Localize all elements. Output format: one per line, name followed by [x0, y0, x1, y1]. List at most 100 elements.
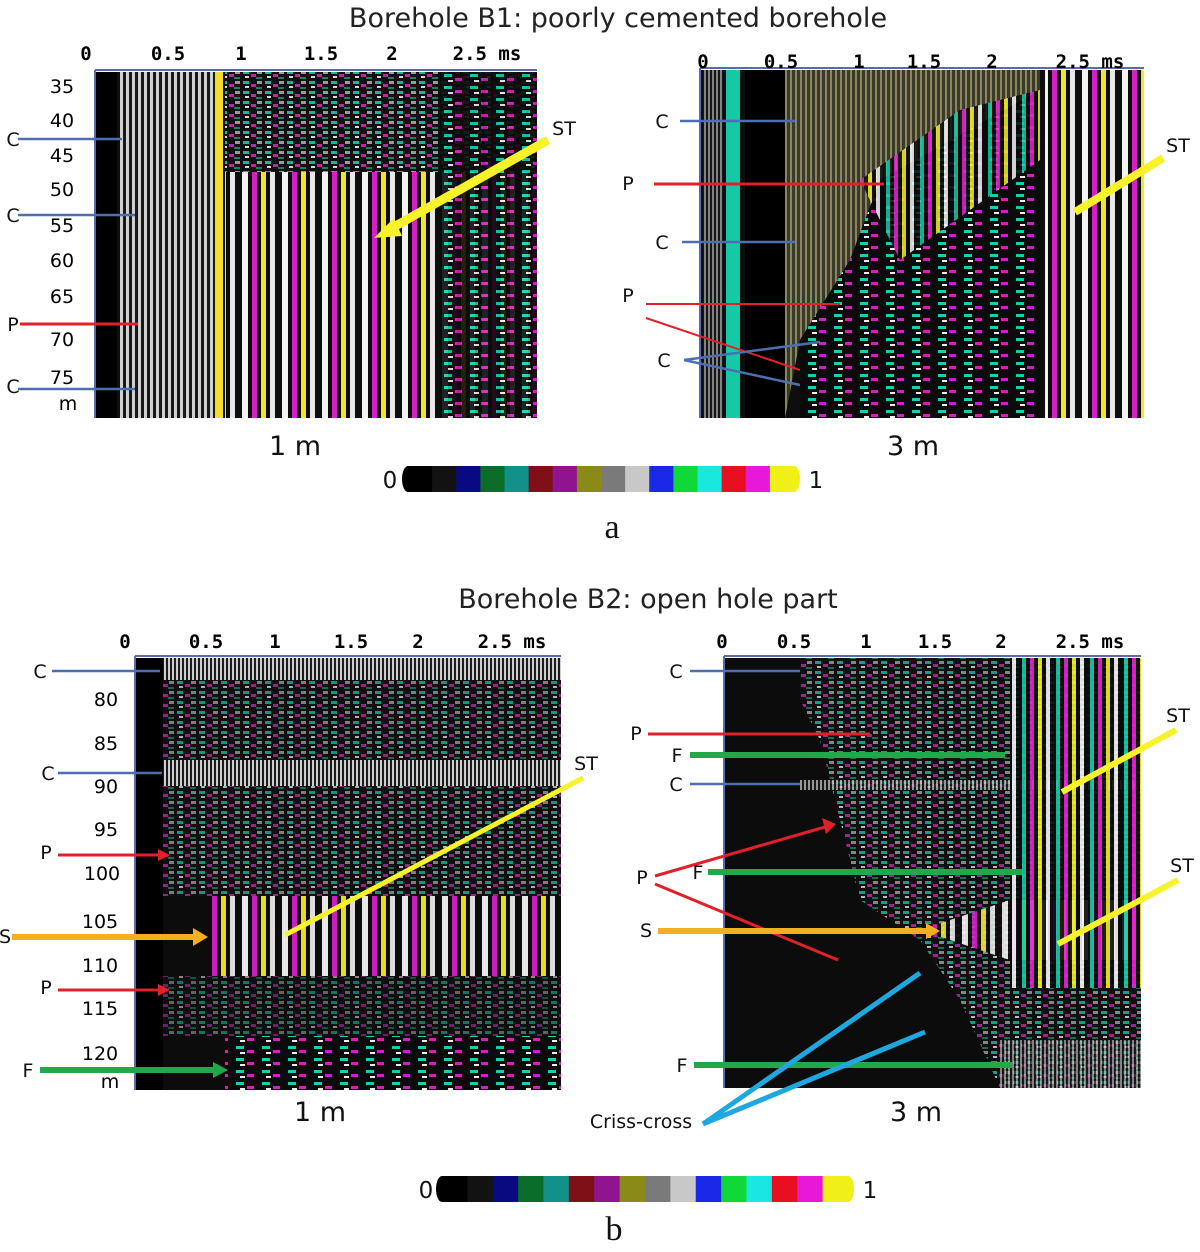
depth-tick: 105 — [82, 911, 118, 933]
colorbar-cap — [402, 466, 414, 492]
marker-label: C — [655, 232, 668, 254]
time-tick: 2.5 ms — [478, 631, 547, 653]
panel-b-label: b — [606, 1211, 623, 1248]
panel-b-depth-axis: 80 85 90 95 100 105 110 115 120 m — [82, 689, 120, 1093]
marker-label: F — [672, 745, 683, 767]
colorbar-max-label: 1 — [809, 468, 824, 494]
panel-b-colorbar — [436, 1176, 854, 1202]
colorbar-swatch — [480, 466, 506, 492]
colorbar-swatch — [697, 466, 723, 492]
depth-tick: 95 — [94, 819, 118, 841]
marker-label: ST — [574, 753, 598, 775]
panel-a-depth-axis: 35 40 45 50 55 60 65 70 75 m — [50, 76, 77, 415]
colorbar-swatch — [645, 1176, 671, 1202]
time-tick: 1 — [235, 43, 246, 65]
depth-tick: 65 — [50, 286, 74, 308]
time-tick: 1 — [860, 631, 871, 653]
panel-a-time-axis-right: 0 0.5 1 1.5 2 2.5 ms — [697, 51, 1124, 73]
panel-a-title: Borehole B1: poorly cemented borehole — [349, 3, 887, 34]
colorbar-swatch — [746, 1176, 773, 1202]
panel-a-label: a — [604, 509, 619, 546]
time-tick: 0.5 — [151, 43, 185, 65]
colorbar-swatch — [619, 1176, 646, 1202]
colorbar-swatch — [721, 1176, 748, 1202]
marker-label: P — [40, 977, 51, 999]
time-tick: 0 — [716, 631, 727, 653]
depth-tick: 75 — [50, 367, 74, 389]
panel-b-time-axis-left: 0 0.5 1 1.5 2 2.5 ms — [119, 631, 546, 653]
colorbar-swatch — [625, 466, 650, 492]
marker-label: Criss-cross — [590, 1111, 692, 1133]
colorbar-swatch — [492, 1176, 519, 1202]
colorbar-cap — [842, 1176, 854, 1202]
time-tick: 0 — [80, 43, 91, 65]
colorbar-swatch — [568, 1176, 595, 1202]
marker-label: C — [6, 129, 19, 151]
marker-label: C — [655, 111, 668, 133]
time-tick: 2.5 ms — [453, 43, 522, 65]
time-tick: 0.5 — [777, 631, 811, 653]
colorbar-swatch — [721, 466, 747, 492]
depth-tick: 120 — [82, 1043, 118, 1065]
colorbar-max-label: 1 — [863, 1178, 878, 1204]
colorbar-swatch — [673, 466, 699, 492]
panel-a-colorbar — [402, 466, 800, 492]
marker-label: ST — [1166, 705, 1190, 727]
depth-tick: 70 — [50, 329, 74, 351]
colorbar-swatch — [552, 466, 578, 492]
depth-tick: 115 — [82, 998, 118, 1020]
marker-label: P — [622, 173, 633, 195]
marker-label: P — [636, 867, 647, 889]
panel-b-left-plot — [134, 655, 561, 1090]
panel-a-right-plot — [699, 67, 1144, 418]
colorbar-swatch — [771, 1176, 798, 1202]
colorbar-swatch — [456, 466, 481, 492]
marker-label: C — [41, 763, 54, 785]
colorbar-swatch — [649, 466, 674, 492]
panel-b-right-caption: 3 m — [890, 1097, 942, 1128]
time-tick: 2 — [386, 43, 397, 65]
marker-label: S — [640, 920, 652, 942]
time-tick: 1.5 — [304, 43, 338, 65]
depth-tick: 90 — [94, 776, 118, 798]
depth-tick: 50 — [50, 179, 74, 201]
colorbar-cap — [436, 1176, 448, 1202]
depth-tick: 45 — [50, 145, 74, 167]
marker-label: C — [669, 661, 682, 683]
time-tick: 1.5 — [907, 51, 941, 73]
time-tick: 2 — [412, 631, 423, 653]
marker-label: P — [630, 723, 641, 745]
colorbar-swatch — [695, 1176, 722, 1202]
depth-tick: 35 — [50, 76, 74, 98]
colorbar-swatch — [543, 1176, 570, 1202]
time-tick: 2.5 ms — [1056, 51, 1125, 73]
colorbar-swatch — [467, 1176, 494, 1202]
marker-label: ST — [552, 118, 576, 140]
panel-a-right-markers: C P C P C ST — [622, 111, 1190, 387]
panel-b-title: Borehole B2: open hole part — [458, 584, 838, 615]
time-tick: 0.5 — [764, 51, 798, 73]
colorbar-swatch — [528, 466, 554, 492]
panel-a-right-caption: 3 m — [887, 431, 939, 462]
time-tick: 1.5 — [918, 631, 952, 653]
depth-tick: 80 — [94, 689, 118, 711]
panel-a-time-axis-left: 0 0.5 1 1.5 2 2.5 ms — [80, 43, 521, 65]
depth-tick: 40 — [50, 110, 74, 132]
panel-b-left-caption: 1 m — [294, 1097, 346, 1128]
time-tick: 1 — [269, 631, 280, 653]
panel-b-time-axis-right: 0 0.5 1 1.5 2 2.5 ms — [716, 631, 1124, 653]
marker-label: C — [33, 661, 46, 683]
colorbar-swatch — [601, 466, 626, 492]
colorbar-cap — [788, 466, 800, 492]
panel-a-left-plot — [94, 69, 537, 418]
marker-label: P — [7, 314, 18, 336]
colorbar-swatch — [432, 466, 457, 492]
marker-label: F — [23, 1060, 34, 1082]
panel-b-left-markers: C C P S P F ST — [0, 661, 598, 1082]
time-tick: 0 — [697, 51, 708, 73]
colorbar-min-label: 0 — [383, 468, 398, 494]
marker-label: C — [6, 376, 19, 398]
time-tick: 2.5 ms — [1056, 631, 1125, 653]
colorbar-swatch — [797, 1176, 824, 1202]
depth-tick: 60 — [50, 250, 74, 272]
